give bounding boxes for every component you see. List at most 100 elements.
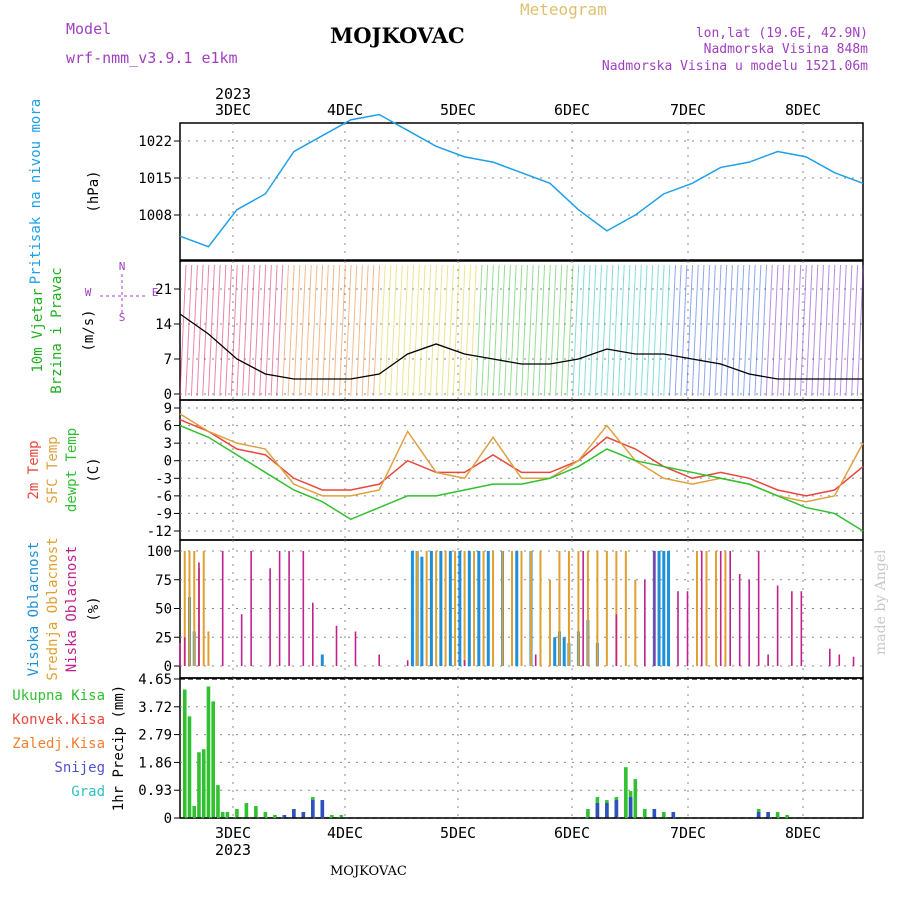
wind-barb-132	[242, 264, 250, 397]
precip-bar-1-10	[671, 812, 676, 818]
temperature-ytick-label-0: -12	[147, 524, 172, 540]
wind-barb-1248	[771, 264, 779, 397]
wind-barb-168	[259, 264, 267, 397]
precip-bar-0-26	[624, 767, 628, 818]
wind-barb-564	[447, 264, 455, 397]
wind-barb-204	[276, 264, 284, 397]
precip-bar-1-8	[628, 797, 633, 818]
precip-legend-4: Grad	[71, 784, 105, 800]
wind-barb-528	[429, 264, 437, 397]
wind-barb-276	[310, 264, 318, 397]
clouds-ytick-label-0: 0	[164, 659, 172, 675]
clouds-ytick-label-1: 25	[155, 630, 172, 646]
precip-bar-0-4	[201, 749, 206, 818]
wind-barb-12	[185, 264, 193, 397]
precip-ytick-label-3: 2.79	[138, 728, 172, 744]
wind-barb-312	[327, 264, 335, 397]
wind-barb-588	[458, 264, 466, 397]
wind-barb-948	[629, 264, 637, 397]
pressure-frame	[179, 122, 864, 261]
top-day-label-5: 8DEC	[785, 101, 821, 119]
wind-barb-216	[281, 264, 289, 397]
wind-barb-1020	[663, 264, 671, 397]
wind-barb-456	[395, 264, 403, 397]
wind-barb-72	[213, 264, 221, 397]
wind-barb-684	[503, 264, 511, 397]
pressure-ylabel-1: (hPa)	[86, 170, 102, 212]
wind-barb-636	[481, 264, 489, 397]
wind-barb-96	[225, 264, 233, 397]
precip-ylabel: 1hr Precip (mm)	[111, 685, 127, 811]
top-day-label-1: 4DEC	[327, 101, 363, 119]
wind-barb-1416	[851, 264, 859, 397]
precip-bar-0-22	[586, 809, 590, 818]
wind-barb-1188	[742, 264, 750, 397]
wind-barb-972	[640, 264, 648, 397]
station-title: MOJKOVAC	[330, 23, 465, 48]
wind-barb-996	[651, 264, 659, 397]
temperature-ytick-label-7: 9	[164, 401, 172, 417]
precip-bar-1-0	[282, 815, 287, 818]
wind-barb-804	[560, 264, 568, 397]
wind-ytick-label-3: 21	[155, 282, 172, 298]
wind-barb-1068	[686, 264, 694, 397]
wind-compass-1: S	[119, 311, 126, 324]
bottom-day-label-4: 7DEC	[670, 824, 706, 842]
wind-barb-1092	[697, 264, 705, 397]
temperature-series-2	[179, 424, 864, 532]
wind-barb-240	[293, 264, 301, 397]
precip-bar-0-7	[216, 785, 220, 818]
wind-barb-1296	[794, 264, 802, 397]
wind-barb-852	[583, 264, 591, 397]
wind-barb-720	[521, 264, 528, 397]
wind-barb-708	[515, 264, 523, 397]
wind-barb-1380	[834, 264, 842, 397]
wind-barb-348	[344, 264, 352, 397]
wind-barb-1140	[720, 264, 728, 397]
wind-barb-816	[566, 264, 574, 397]
model-name: wrf-nmm_v3.9.1 e1km	[66, 49, 238, 67]
wind-barb-1116	[708, 264, 716, 397]
wind-barb-228	[287, 264, 295, 397]
wind-ytick-label-1: 7	[164, 352, 172, 368]
wind-barb-840	[577, 264, 585, 397]
wind-ylabel-1: Brzina i Pravac	[49, 267, 65, 393]
wind-barb-1260	[777, 264, 785, 397]
wind-barb-192	[270, 264, 278, 397]
temperature-ytick-label-1: -9	[155, 506, 172, 522]
wind-barb-744	[532, 264, 540, 397]
precip-bar-0-11	[244, 803, 249, 818]
wind-barb-912	[612, 264, 620, 397]
wind-barb-648	[486, 264, 494, 397]
wind-barb-156	[253, 264, 261, 397]
wind-barb-1152	[725, 264, 733, 397]
precip-frame	[179, 677, 864, 819]
pressure-ytick-label-0: 1008	[138, 208, 172, 224]
footer-station: MOJKOVAC	[330, 864, 407, 879]
temperature-ytick-label-2: -6	[155, 489, 172, 505]
clouds-ytick-label-2: 50	[155, 602, 172, 618]
wind-barb-252	[299, 264, 307, 397]
wind-barb-1164	[731, 264, 739, 397]
precip-ytick-label-0: 0	[164, 811, 172, 827]
plot-area: 1008 1015 1022 Pritisak na nivou mora (hPa) 0…	[12, 85, 864, 859]
clouds-ylabel-2: Niska Oblacnost	[64, 546, 80, 672]
precip-legend-2: Zaledj.Kisa	[12, 736, 105, 752]
precip-legend-0: Ukupna Kisa	[12, 688, 105, 704]
wind-barb-576	[452, 264, 460, 397]
precip-bar-0-14	[273, 815, 277, 818]
precip-ytick-label-5: 4.65	[138, 672, 172, 688]
wind-ylabel-0: 10m Vjetar	[30, 288, 46, 372]
precip-bar-0-29	[643, 809, 647, 818]
wind-barb-492	[412, 264, 420, 397]
wind-barb-420	[378, 264, 386, 397]
precip-bar-0-2	[192, 806, 197, 818]
wind-barb-672	[498, 264, 506, 397]
wind-compass-0: N	[119, 260, 126, 273]
credit-text: made by Angel	[873, 549, 889, 655]
precip-bar-1-4	[320, 800, 325, 818]
wind-barb-612	[469, 264, 477, 397]
wind-barb-552	[441, 264, 449, 397]
clouds-ytick-label-4: 100	[147, 544, 172, 560]
